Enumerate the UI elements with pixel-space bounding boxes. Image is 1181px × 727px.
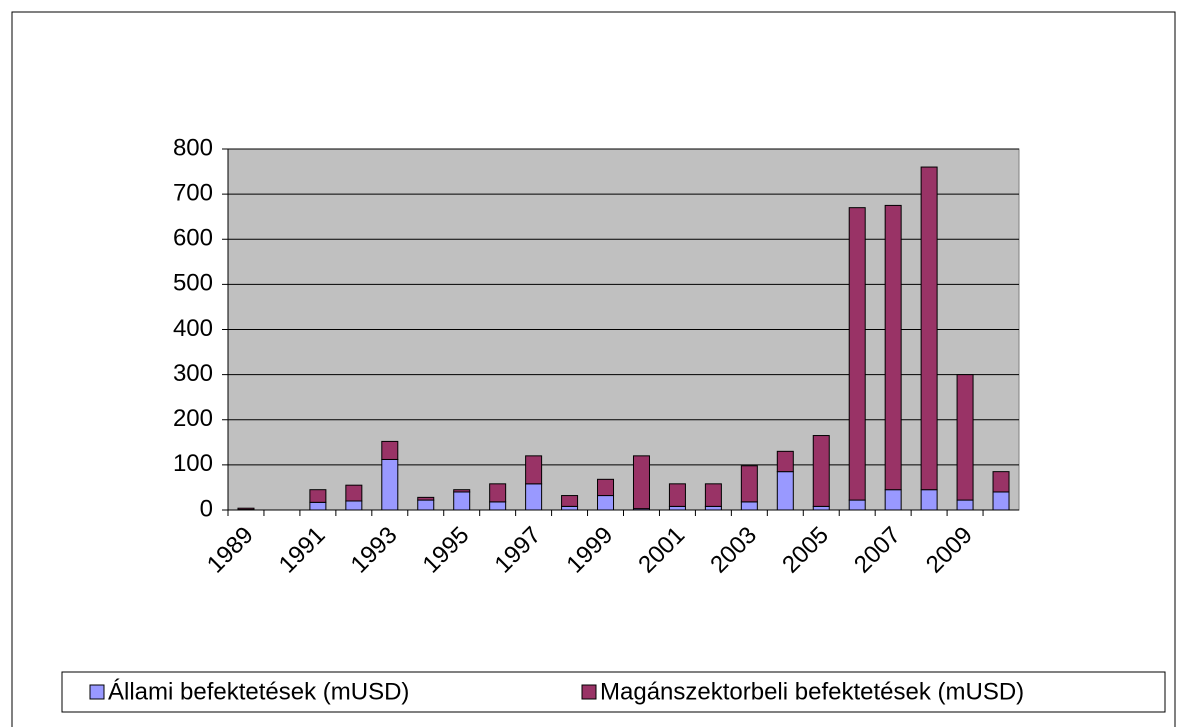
y-tick-label: 500 bbox=[173, 270, 213, 297]
bar-segment bbox=[453, 491, 471, 511]
bar-segment bbox=[597, 495, 615, 511]
bar-segment bbox=[668, 483, 686, 507]
legend-box bbox=[61, 671, 1166, 713]
bar-segment bbox=[345, 484, 363, 502]
bar-segment bbox=[453, 489, 471, 493]
bar-segment bbox=[884, 489, 902, 511]
bar-segment bbox=[704, 483, 722, 507]
bar-segment bbox=[489, 501, 507, 511]
bar-segment bbox=[309, 489, 327, 503]
bar-segment bbox=[309, 501, 327, 511]
bar-segment bbox=[525, 455, 543, 485]
bar-segment bbox=[525, 483, 543, 511]
legend-swatch bbox=[89, 684, 105, 700]
bar-segment bbox=[597, 478, 615, 497]
bar-segment bbox=[848, 499, 866, 511]
bar-segment bbox=[740, 501, 758, 511]
bar-segment bbox=[812, 435, 830, 507]
bar-segment bbox=[776, 471, 794, 511]
bar-segment bbox=[417, 499, 435, 511]
bar-segment bbox=[884, 204, 902, 491]
bar-segment bbox=[920, 489, 938, 511]
bar-segment bbox=[956, 499, 974, 511]
legend-swatch bbox=[581, 684, 597, 700]
bar-segment bbox=[417, 496, 435, 501]
bar-segment bbox=[992, 491, 1010, 511]
bar-segment bbox=[920, 166, 938, 491]
y-tick-label: 800 bbox=[173, 134, 213, 161]
bar-segment bbox=[561, 505, 579, 511]
bar-segment bbox=[237, 507, 255, 511]
bar-segment bbox=[992, 471, 1010, 493]
bar-segment bbox=[740, 465, 758, 503]
bar-segment bbox=[489, 483, 507, 503]
bar-segment bbox=[632, 455, 650, 510]
bar-segment bbox=[345, 500, 363, 511]
y-tick-label: 100 bbox=[173, 450, 213, 477]
bar-segment bbox=[776, 450, 794, 473]
bar-segment bbox=[704, 505, 722, 511]
bar-segment bbox=[956, 374, 974, 501]
bar-segment bbox=[668, 505, 686, 511]
legend-label: Állami befektetések (mUSD) bbox=[108, 678, 409, 705]
bar-segment bbox=[561, 495, 579, 507]
bar-segment bbox=[381, 440, 399, 460]
bar-segment bbox=[812, 505, 830, 511]
y-tick-label: 600 bbox=[173, 225, 213, 252]
y-tick-label: 700 bbox=[173, 179, 213, 206]
legend-label: Magánszektorbeli befektetések (mUSD) bbox=[600, 678, 1024, 705]
bar-segment bbox=[848, 207, 866, 501]
bar-segment bbox=[381, 458, 399, 511]
y-tick-label: 0 bbox=[200, 495, 213, 522]
y-tick-label: 200 bbox=[173, 405, 213, 432]
y-tick-label: 400 bbox=[173, 315, 213, 342]
y-tick-label: 300 bbox=[173, 360, 213, 387]
